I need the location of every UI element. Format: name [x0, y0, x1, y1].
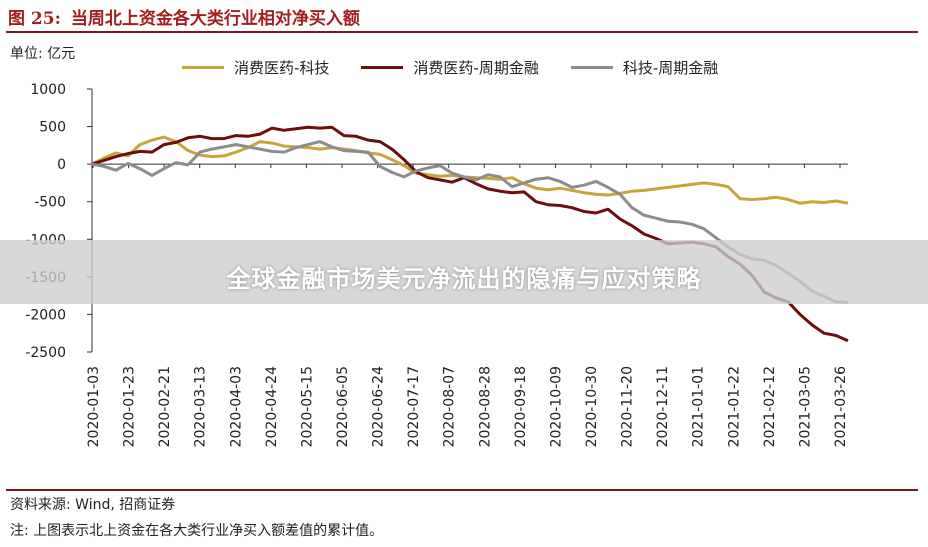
x-tick-label: 2020-08-28	[477, 366, 493, 447]
source-note: 资料来源: Wind, 招商证券	[10, 497, 176, 513]
y-tick-label: 0	[57, 157, 66, 173]
x-tick-label: 2021-02-12	[762, 366, 778, 447]
x-tick-label: 2021-01-22	[726, 366, 742, 447]
x-tick-label: 2020-10-09	[548, 366, 564, 447]
x-tick-label: 2020-10-30	[584, 366, 600, 447]
figure-header: 图 25: 当周北上资金各大类行业相对净买入额	[6, 4, 922, 30]
chart-legend: 消费医药-科技 消费医药-周期金融 科技-周期金融	[182, 57, 718, 78]
x-tick-label: 2020-04-03	[228, 366, 244, 447]
x-tick-label: 2020-01-03	[86, 366, 102, 447]
x-tick-label: 2020-04-24	[264, 366, 280, 447]
figure-title: 图 25: 当周北上资金各大类行业相对净买入额	[8, 4, 360, 29]
x-tick-label: 2020-07-17	[406, 366, 422, 447]
series-line-2	[91, 125, 849, 343]
x-tick-label: 2021-03-05	[797, 366, 813, 447]
unit-label: 单位: 亿元	[10, 46, 76, 62]
y-tick-label: -2500	[25, 345, 66, 361]
y-tick-label: 1000	[30, 82, 66, 98]
y-tick-label: -2000	[25, 307, 66, 323]
legend-label-series-2: 消费医药-周期金融	[413, 59, 539, 77]
x-tick-label: 2020-09-18	[513, 366, 529, 447]
y-tick-label: 500	[39, 120, 66, 136]
legend-label-series-1: 消费医药-科技	[234, 59, 330, 77]
x-tick-label: 2020-06-05	[335, 366, 351, 447]
legend-swatch-series-1	[182, 66, 224, 69]
x-tick-label: 2020-08-07	[442, 366, 458, 447]
x-tick-label: 2021-03-26	[833, 366, 849, 447]
top-rule	[6, 31, 918, 33]
headline-text: 全球金融市场美元净流出的隐痛与应对策略	[226, 265, 702, 293]
legend-label-series-3: 科技-周期金融	[622, 59, 719, 77]
x-tick-label: 2020-05-15	[299, 366, 315, 447]
x-tick-label: 2020-12-11	[655, 366, 671, 447]
figure-title-text: 当周北上资金各大类行业相对净买入额	[70, 9, 360, 29]
series-line-1	[91, 135, 849, 205]
legend-item-series-2: 消费医药-周期金融	[361, 57, 539, 78]
bottom-rule	[6, 489, 918, 491]
legend-item-series-3: 科技-周期金融	[570, 57, 719, 78]
footnote: 注: 上图表示北上资金在各大类行业净买入额差值的累计值。	[10, 523, 384, 539]
y-tick-label: -500	[34, 195, 66, 211]
x-tick-label: 2020-06-24	[371, 366, 387, 447]
x-tick-label: 2020-03-13	[193, 366, 209, 447]
x-tick-label: 2021-01-01	[691, 366, 707, 447]
legend-swatch-series-3	[570, 66, 613, 69]
figure-number: 图 25:	[8, 9, 61, 29]
headline-banner	[0, 240, 928, 304]
legend-item-series-1: 消费医药-科技	[182, 57, 329, 78]
x-tick-label: 2020-01-23	[122, 366, 138, 447]
x-tick-label: 2020-11-20	[620, 366, 636, 447]
x-tick-label: 2020-02-21	[157, 366, 173, 447]
legend-swatch-series-2	[361, 66, 404, 69]
